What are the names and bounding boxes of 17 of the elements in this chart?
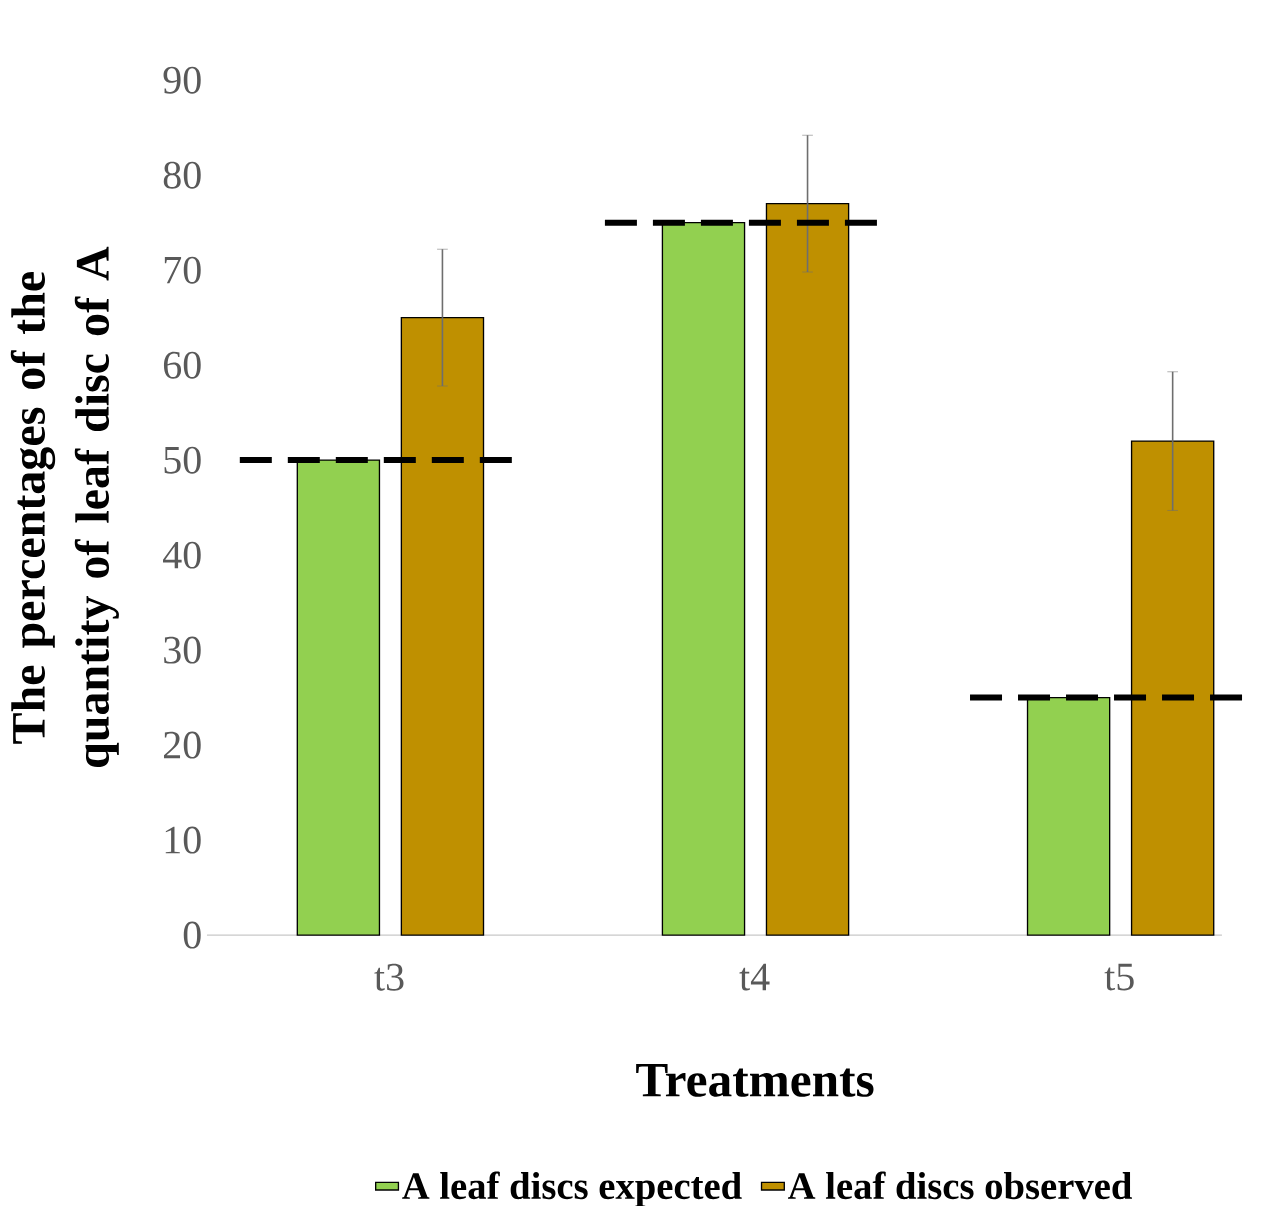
y-tick-label: 30: [164, 636, 201, 664]
y-tick-label: 40: [163, 541, 201, 569]
x-axis-title: Treatments: [636, 1064, 874, 1097]
y-tick-label: 60: [163, 351, 201, 379]
y-axis-title: The percentages of the quantity of leaf disc of A: [10, 246, 119, 767]
x-tick-label: t3: [374, 963, 404, 991]
x-tick-label: t4: [739, 963, 770, 991]
legend-label: A leaf discs expected: [402, 1171, 742, 1206]
y-tick-label: 70: [164, 256, 201, 284]
y-tick-label: 50: [164, 446, 201, 474]
y-tick-label: 0: [183, 921, 201, 949]
y-tick-label: 10: [165, 826, 201, 854]
y-tick-label: 20: [163, 731, 201, 759]
legend-label: A leaf discs observed: [788, 1171, 1132, 1200]
x-tick-label: t5: [1104, 963, 1134, 991]
y-tick-label: 80: [163, 161, 201, 189]
y-tick-label: 90: [163, 66, 201, 94]
